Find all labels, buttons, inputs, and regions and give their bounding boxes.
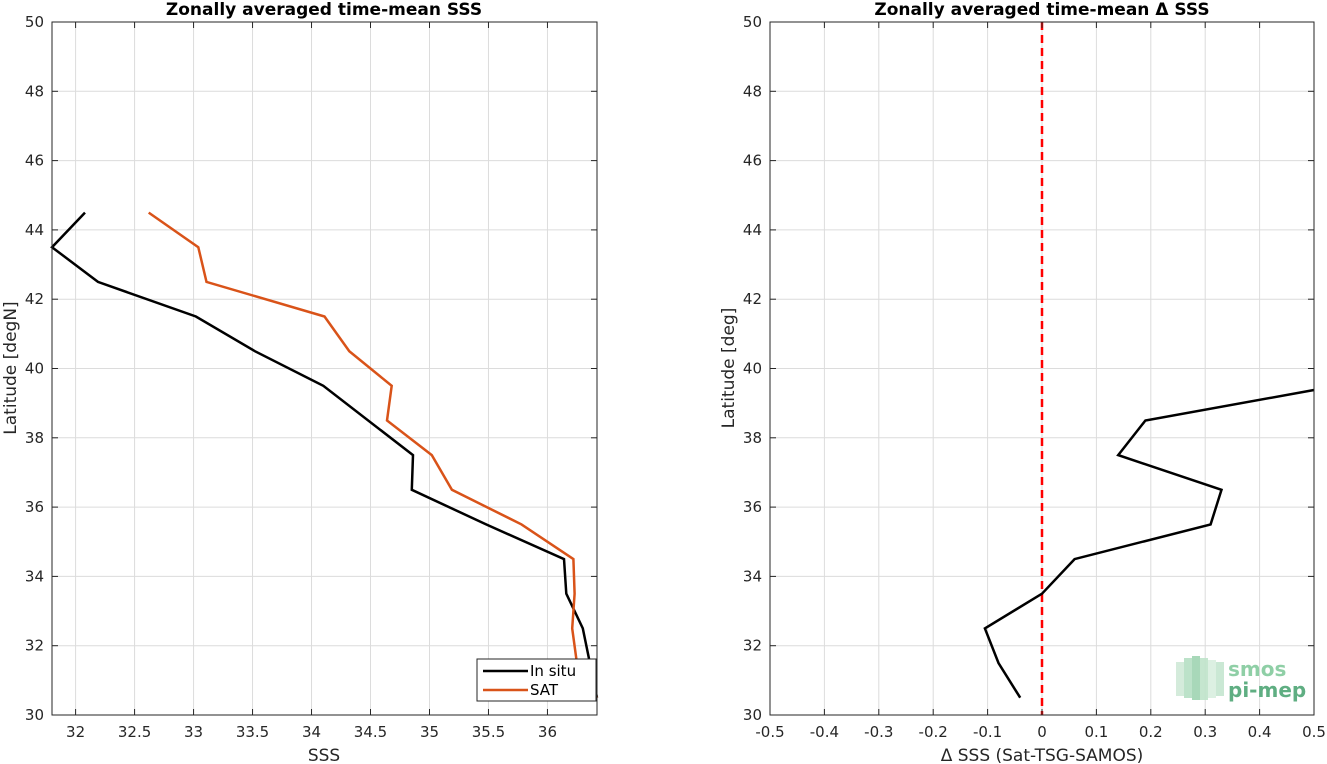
y-tick-label: 48	[25, 82, 44, 100]
x-tick-label: 32	[66, 723, 85, 741]
right-chart-title: Zonally averaged time-mean Δ SSS	[874, 0, 1209, 20]
left-ticks: 32 32.5 33 33.5 34 34.5 35 35.5 36 30 32 34 36 38 40 42…	[25, 13, 597, 741]
x-tick-label: 35.5	[472, 723, 505, 741]
y-tick-label: 36	[25, 498, 44, 516]
x-tick-label: 0.4	[1248, 723, 1272, 741]
y-tick-label: 34	[25, 567, 44, 585]
smos-pi-mep-logo: smos pi-mep	[1176, 656, 1306, 702]
y-tick-label: 46	[25, 152, 44, 170]
y-tick-label: 46	[743, 152, 762, 170]
x-tick-label: 0	[1037, 723, 1047, 741]
series-line-sat	[147, 211, 599, 699]
y-tick-label: 32	[25, 637, 44, 655]
logo-text-pi-mep: pi-mep	[1228, 678, 1306, 702]
x-tick-label: 0.3	[1193, 723, 1217, 741]
y-tick-label: 30	[25, 706, 44, 724]
x-tick-label: -0.2	[919, 723, 948, 741]
y-tick-label: 38	[743, 429, 762, 447]
right-y-axis-label: Latitude [deg]	[719, 308, 739, 429]
legend-box	[476, 658, 597, 702]
series-line-in-situ	[50, 211, 599, 698]
y-tick-label: 32	[743, 637, 762, 655]
right-chart-panel: Zonally averaged time-mean Δ SSS smos pi…	[719, 0, 1326, 764]
right-ticks: -0.5 -0.4 -0.3 -0.2 -0.1 0 0.1 0.2 0.3 0.4 0.5 30 32…	[743, 13, 1326, 741]
left-legend: In situ SAT	[476, 658, 597, 702]
y-tick-label: 44	[25, 221, 44, 239]
x-tick-label: -0.4	[810, 723, 839, 741]
x-tick-label: -0.3	[864, 723, 893, 741]
left-chart-title: Zonally averaged time-mean SSS	[166, 0, 482, 20]
y-tick-label: 48	[743, 82, 762, 100]
y-tick-label: 40	[743, 360, 762, 378]
y-tick-label: 50	[25, 13, 44, 31]
x-tick-label: 0.2	[1139, 723, 1163, 741]
y-tick-label: 50	[743, 13, 762, 31]
left-chart-panel: Zonally averaged time-mean SSS 32 32.5 33 3…	[1, 0, 599, 764]
series-line-delta-sss	[983, 388, 1315, 699]
x-tick-label: 32.5	[118, 723, 151, 741]
x-tick-label: 0.5	[1302, 723, 1326, 741]
y-tick-label: 34	[743, 567, 762, 585]
y-tick-label: 42	[743, 290, 762, 308]
legend-label-in-situ: In situ	[530, 662, 576, 680]
left-series-lines	[50, 211, 599, 699]
y-tick-label: 38	[25, 429, 44, 447]
x-tick-label: 33.5	[236, 723, 269, 741]
right-x-axis-label: Δ SSS (Sat-TSG-SAMOS)	[941, 746, 1144, 764]
right-series-lines	[983, 388, 1315, 699]
x-tick-label: 35	[420, 723, 439, 741]
left-x-axis-label: SSS	[308, 746, 340, 764]
left-y-axis-label: Latitude [degN]	[1, 301, 21, 434]
x-tick-label: 34	[302, 723, 321, 741]
x-tick-label: 0.1	[1084, 723, 1108, 741]
y-tick-label: 36	[743, 498, 762, 516]
x-tick-label: 36	[538, 723, 557, 741]
x-tick-label: -0.5	[755, 723, 784, 741]
y-tick-label: 30	[743, 706, 762, 724]
x-tick-label: 33	[184, 723, 203, 741]
y-tick-label: 42	[25, 290, 44, 308]
y-tick-label: 44	[743, 221, 762, 239]
legend-label-sat: SAT	[530, 681, 559, 699]
y-tick-label: 40	[25, 360, 44, 378]
logo-text-smos: smos	[1228, 657, 1286, 681]
x-tick-label: 34.5	[354, 723, 387, 741]
x-tick-label: -0.1	[973, 723, 1002, 741]
